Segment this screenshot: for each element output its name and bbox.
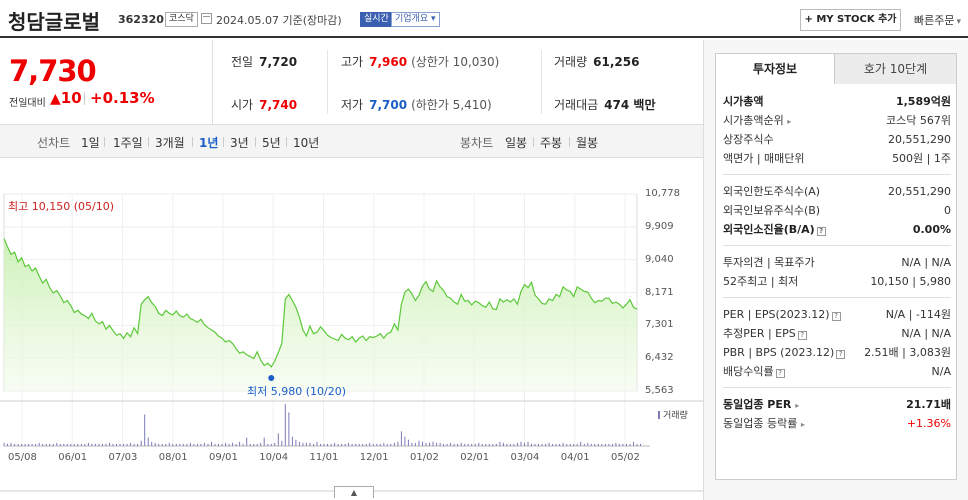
x-tick-label: 08/01 [158, 452, 188, 463]
help-icon: ? [836, 350, 846, 359]
trade-amount: 거래대금 474 백만 [554, 98, 656, 112]
info-market-cap-rank[interactable]: 시가총액순위 ▸ 코스닥 567위 [723, 114, 951, 127]
investment-info-panel: 투자정보 호가 10단계 시가총액 1,589억원 시가총액순위 ▸ 코스닥 567… [703, 40, 968, 500]
x-tick-label: 07/03 [108, 452, 138, 463]
prev-close: 전일 7,720 [231, 55, 298, 69]
arrow-right-icon: ▸ [787, 117, 792, 126]
change-label: 전일대비 [9, 98, 46, 109]
info-foreign-limit: 외국인한도주식수(A) 20,551,290 [723, 185, 951, 198]
info-foreign-rate: 외국인소진율(B/A)? 0.00% [723, 223, 951, 236]
y-tick-label: 6,432 [645, 352, 674, 364]
current-price-box: 7,730 전일대비 10 +0.13% [0, 40, 213, 124]
x-tick-label: 01/02 [410, 452, 439, 463]
chevron-up-icon: ▲ [350, 488, 358, 497]
company-info-label: 기업개요 [395, 14, 429, 24]
candle-daily[interactable]: 일봉 [505, 136, 528, 150]
y-tick-label: 10,778 [645, 188, 680, 199]
info-sector-per[interactable]: 동일업종 PER ▸ 21.71배 [723, 398, 951, 411]
x-tick-label: 09/01 [209, 452, 238, 463]
period-10y[interactable]: 10년 [293, 136, 320, 150]
x-tick-label: 04/01 [560, 452, 590, 463]
x-tick-label: 11/01 [309, 452, 339, 463]
help-icon: ? [797, 331, 807, 340]
line-chart-label: 선차트 [37, 136, 71, 150]
x-tick-label: 03/04 [510, 452, 540, 463]
volume-legend: 거래량 [658, 408, 688, 421]
x-tick-label: 12/01 [359, 452, 389, 463]
help-icon: ? [775, 369, 785, 378]
period-1w[interactable]: 1주일 [113, 136, 143, 150]
x-tick-label: 05/08 [8, 452, 37, 463]
reference-date: 2024.05.07 기준(장마감) [216, 14, 342, 27]
realtime-button[interactable]: 실시간 [360, 12, 393, 27]
tab-investment-info[interactable]: 투자정보 [715, 53, 835, 85]
arrow-right-icon: ▸ [800, 420, 805, 429]
company-info-dropdown[interactable]: 기업개요 ▾ [391, 12, 440, 27]
quick-order-button[interactable]: 빠른주문 [914, 12, 961, 28]
y-tick-label: 9,909 [645, 220, 674, 232]
candle-monthly[interactable]: 월봉 [576, 136, 599, 150]
arrow-right-icon: ▸ [795, 401, 800, 410]
y-tick-label: 7,301 [645, 319, 674, 331]
x-tick-label: 05/02 [611, 452, 640, 463]
add-mystock-button[interactable]: + MY STOCK 추가 [800, 9, 901, 31]
info-par-value: 액면가 | 매매단위 500원 | 1주 [723, 152, 951, 165]
price-change-rate: +0.13% [90, 89, 155, 107]
info-est-per: 추정PER | EPS? N/A | N/A [723, 327, 951, 340]
y-tick-label: 8,171 [645, 286, 674, 298]
current-price: 7,730 [9, 54, 97, 88]
change-divider [84, 92, 85, 105]
low-marker-label: 최저 5,980 (10/20) [247, 385, 347, 398]
price-area [4, 238, 637, 391]
period-3y[interactable]: 3년 [230, 136, 249, 150]
price-line [3, 238, 638, 368]
volume: 거래량 61,256 [554, 55, 640, 69]
calendar-icon [201, 13, 212, 24]
candle-chart-label: 봉차트 [460, 136, 494, 150]
period-1d[interactable]: 1일 [81, 136, 100, 150]
stock-header: 청담글로벌 362320 코스닥 2024.05.07 기준(장마감) 실시간 … [0, 0, 968, 38]
x-tick-label: 10/04 [259, 452, 289, 463]
info-dividend: 배당수익률? N/A [723, 365, 951, 378]
quote-summary: 전일 7,720 고가 7,960 (상한가 10,030) 거래량 61,256 시가… [213, 40, 703, 124]
period-3m[interactable]: 3개월 [155, 136, 185, 150]
candle-weekly[interactable]: 주봉 [540, 136, 563, 150]
price-chart[interactable] [0, 158, 703, 500]
investment-info-content: 시가총액 1,589억원 시가총액순위 ▸ 코스닥 567위 상장주식수 20,551… [715, 84, 957, 480]
stock-code: 362320 [118, 13, 164, 26]
x-tick-label: 06/01 [58, 452, 88, 463]
market-badge: 코스닥 [165, 12, 198, 27]
info-market-cap: 시가총액 1,589억원 [723, 95, 951, 108]
high-price: 고가 7,960 (상한가 10,030) [341, 55, 500, 69]
x-tick-label: 02/01 [460, 452, 490, 463]
low-price: 저가 7,700 (하한가 5,410) [341, 98, 492, 112]
chevron-down-icon: ▾ [431, 14, 436, 24]
info-per: PER | EPS(2023.12)? N/A | -114원 [723, 308, 951, 321]
stock-name: 청담글로벌 [8, 10, 100, 34]
y-tick-label: 9,040 [645, 253, 674, 265]
period-5y[interactable]: 5년 [262, 136, 281, 150]
info-shares: 상장주식수 20,551,290 [723, 133, 951, 146]
help-icon: ? [831, 312, 841, 321]
info-foreign-hold: 외국인보유주식수(B) 0 [723, 204, 951, 217]
info-opinion: 투자의견 | 목표주가 N/A | N/A [723, 256, 951, 269]
tab-hoga-10[interactable]: 호가 10단계 [834, 53, 957, 85]
high-marker-label: 최고 10,150 (05/10) [8, 200, 115, 213]
price-change: 10 [50, 89, 82, 107]
info-52week: 52주최고 | 최저 10,150 | 5,980 [723, 275, 951, 288]
info-pbr: PBR | BPS (2023.12)? 2.51배 | 3,083원 [723, 346, 951, 359]
help-icon: ? [816, 227, 826, 236]
chart-period-bar: 선차트 1일 1주일 3개월 1년 3년 5년 10년 봉차트 일봉 주봉 월봉 [0, 124, 703, 158]
info-sector-change[interactable]: 동일업종 등락률 ▸ +1.36% [723, 417, 951, 430]
chart-expand-button[interactable]: ▲ [334, 486, 374, 498]
y-tick-label: 5,563 [645, 385, 674, 396]
open-price: 시가 7,740 [231, 98, 298, 112]
period-1y[interactable]: 1년 [199, 136, 219, 150]
low-marker-dot [268, 375, 275, 381]
